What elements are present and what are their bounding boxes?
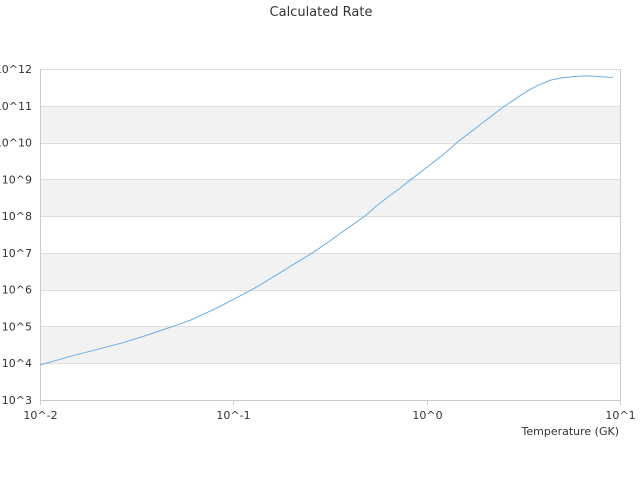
grid-band (40, 326, 620, 364)
x-tick-labels: 10^-2 10^-1 10^0 10^1 (23, 409, 635, 422)
series-line (39, 75, 614, 366)
grid-lines (40, 69, 620, 401)
x-tick-label: 10^1 (605, 409, 635, 422)
y-tick-label: 10^9 (2, 173, 32, 186)
grid-bands (40, 105, 620, 364)
grid-band (40, 105, 620, 143)
y-tick-label: 10^5 (2, 320, 32, 333)
y-tick-label: 10^7 (2, 247, 32, 260)
y-tick-label: 10^12 (0, 63, 32, 76)
y-tick-label: 10^6 (2, 284, 32, 297)
y-tick-label: 10^11 (0, 100, 32, 113)
x-tick-label: 10^0 (412, 409, 442, 422)
chart-title: Calculated Rate (270, 5, 373, 20)
x-tick-label: 10^-1 (216, 409, 250, 422)
y-tick-labels: 10^3 10^4 10^5 10^6 10^7 10^8 10^9 10^10 10^11 10… (0, 63, 32, 407)
grid-band (40, 252, 620, 290)
y-tick-label: 10^8 (2, 210, 32, 223)
x-axis-label: Temperature (GK) (521, 425, 620, 438)
y-tick-label: 10^4 (2, 357, 32, 370)
y-tick-label: 10^10 (0, 137, 32, 150)
grid-band (40, 179, 620, 217)
x-tick-label: 10^-2 (23, 409, 57, 422)
y-tick-label: 10^3 (2, 394, 32, 407)
axes (40, 69, 621, 405)
